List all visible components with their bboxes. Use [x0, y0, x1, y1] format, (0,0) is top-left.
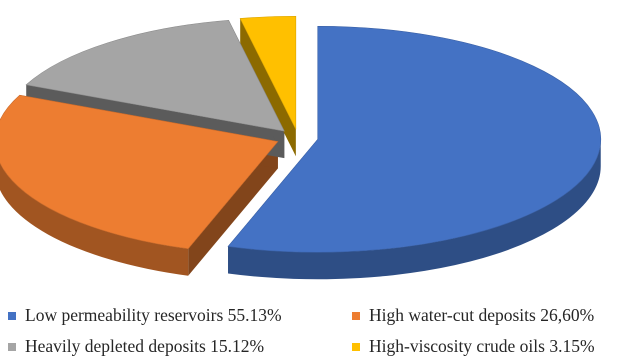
legend-swatch-yellow	[352, 342, 360, 351]
chart-legend: Low permeability reservoirs 55.13% High …	[0, 296, 621, 357]
legend-label: Low permeability reservoirs 55.13%	[25, 305, 282, 325]
pie-slices	[0, 15, 602, 280]
slice-high-viscosity	[239, 15, 297, 130]
legend-item-high-viscosity: High-viscosity crude oils 3.15%	[352, 336, 595, 357]
legend-swatch-blue	[8, 311, 16, 320]
slice-high-water-cut	[0, 94, 279, 250]
legend-label: Heavily depleted deposits 15.12%	[25, 336, 265, 356]
legend-label: High-viscosity crude oils 3.15%	[369, 336, 595, 356]
slice-wall-high-water-cut	[0, 162, 189, 276]
legend-label: High water-cut deposits 26,60%	[369, 305, 595, 325]
slice-low-permeability	[227, 25, 602, 253]
slice-side-high-viscosity-start	[240, 18, 296, 157]
slice-wall-low-permeability	[228, 139, 601, 280]
legend-item-heavily-depleted: Heavily depleted deposits 15.12%	[8, 336, 264, 357]
legend-swatch-gray	[8, 342, 16, 351]
legend-item-high-water-cut: High water-cut deposits 26,60%	[352, 305, 594, 326]
legend-swatch-orange	[352, 311, 360, 320]
legend-item-low-permeability: Low permeability reservoirs 55.13%	[8, 305, 282, 326]
slice-heavily-depleted	[25, 20, 285, 132]
slice-side-high-water-cut-start	[188, 141, 278, 276]
pie-chart	[0, 15, 602, 280]
